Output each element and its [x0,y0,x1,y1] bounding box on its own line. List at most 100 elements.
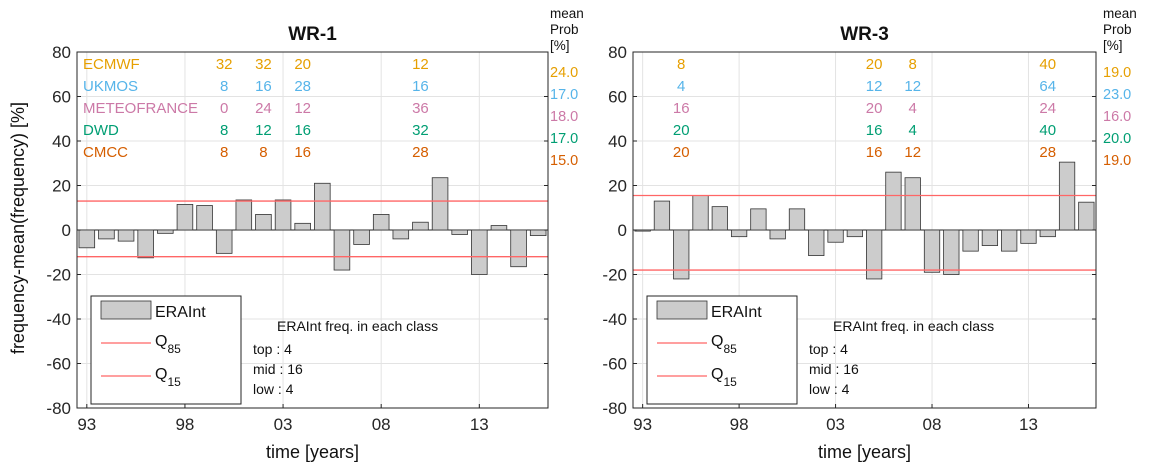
mean-prob-header: mean [550,6,584,21]
mean-prob-value: 24.0 [550,65,578,81]
model-count: 16 [866,122,883,139]
model-name-cmcc: CMCC [83,144,128,161]
x-tick-label: 98 [175,415,194,434]
y-tick-label: 80 [608,43,627,62]
model-count: 24 [255,100,272,117]
freq-line: mid : 16 [253,361,303,377]
model-count: 16 [866,144,883,161]
mean-prob-value: 15.0 [550,153,578,169]
panel-wr-3: -80 -60 -40 -20 0 20 40 60 80 93 98 03 08 13 WR-3 time … [602,6,1136,462]
model-count: 8 [677,56,685,73]
model-count: 32 [216,56,233,73]
x-tick-label: 98 [730,415,749,434]
bar-2004 [846,229,863,238]
x-tick-label: 93 [633,415,652,434]
model-count: 64 [1039,78,1056,95]
bar-1999 [750,208,767,231]
model-count: 24 [1039,100,1056,117]
bar-1993 [634,229,651,232]
model-count: 8 [909,56,917,73]
bar-1997 [711,206,728,231]
x-tick-label: 93 [77,415,96,434]
bar-2010 [962,229,979,252]
model-name-ukmos: UKMOS [83,78,138,95]
mean-prob-header: mean [1103,6,1137,21]
legend-bar-swatch [100,300,152,320]
bar-2005 [866,229,883,280]
bar-2000 [215,229,233,254]
bar-2001 [235,199,253,231]
y-tick-label: 60 [52,88,71,107]
model-count: 20 [673,122,690,139]
model-count: 20 [866,56,883,73]
y-tick-label: -80 [46,399,71,418]
model-count: 8 [259,144,267,161]
bar-2009 [943,229,960,275]
y-tick-label: 80 [52,43,71,62]
bar-2002 [808,229,825,256]
bar-1994 [98,229,115,240]
bar-2004 [294,222,311,231]
freq-line: top : 4 [253,341,292,357]
legend-label-eraint: ERAInt [711,304,762,321]
bar-1995 [673,229,690,280]
bar-2003 [827,229,844,243]
model-count: 8 [220,78,228,95]
model-count: 4 [909,122,917,139]
mean-prob-value: 18.0 [550,109,578,125]
y-tick-label: -20 [46,266,71,285]
x-tick-label: 08 [372,415,391,434]
bar-2005 [314,182,331,231]
model-name-dwd: DWD [83,122,119,139]
model-count: 40 [1039,122,1056,139]
model-count: 12 [255,122,272,139]
model-count: 12 [412,56,429,73]
model-count: 12 [294,100,311,117]
bar-1996 [692,195,709,231]
x-axis-label: time [years] [818,442,911,462]
x-axis-label: time [years] [266,442,359,462]
bar-2013 [471,229,488,275]
model-count: 16 [673,100,690,117]
freq-line: low : 4 [253,381,294,397]
legend-label-eraint: ERAInt [155,304,206,321]
bar-2016 [529,229,547,236]
model-count: 36 [412,100,429,117]
model-count: 20 [294,56,311,73]
model-count: 16 [294,122,311,139]
model-count: 4 [909,100,917,117]
freq-line: low : 4 [809,381,850,397]
mean-prob-value: 19.0 [1103,65,1131,81]
mean-prob-header: [%] [1103,38,1123,53]
model-count: 28 [412,144,429,161]
bar-2008 [372,214,390,231]
bar-2008 [923,229,941,273]
model-count: 0 [220,100,228,117]
y-tick-label: 0 [618,221,627,240]
mean-prob-value: 19.0 [1103,153,1131,169]
chart-title: WR-3 [840,24,889,45]
bar-1999 [196,205,213,231]
bar-1998 [730,229,748,238]
model-count: 12 [904,78,921,95]
bar-1996 [137,229,154,259]
y-axis-label: frequency-mean(frequency) [%] [8,102,28,354]
bar-2013 [1020,229,1037,244]
bar-1997 [157,229,174,234]
mean-prob-value: 17.0 [550,131,578,147]
y-tick-label: 20 [608,177,627,196]
bar-2006 [885,171,902,231]
model-count: 20 [866,100,883,117]
y-tick-label: 60 [608,88,627,107]
y-tick-label: -60 [46,355,71,374]
x-tick-label: 08 [923,415,942,434]
freq-title: ERAInt freq. in each class [277,318,438,334]
y-tick-label: 0 [62,221,71,240]
model-count: 28 [294,78,311,95]
bar-2012 [451,229,468,235]
y-tick-label: 20 [52,177,71,196]
bar-2009 [392,229,410,240]
bar-2014 [1039,229,1056,238]
